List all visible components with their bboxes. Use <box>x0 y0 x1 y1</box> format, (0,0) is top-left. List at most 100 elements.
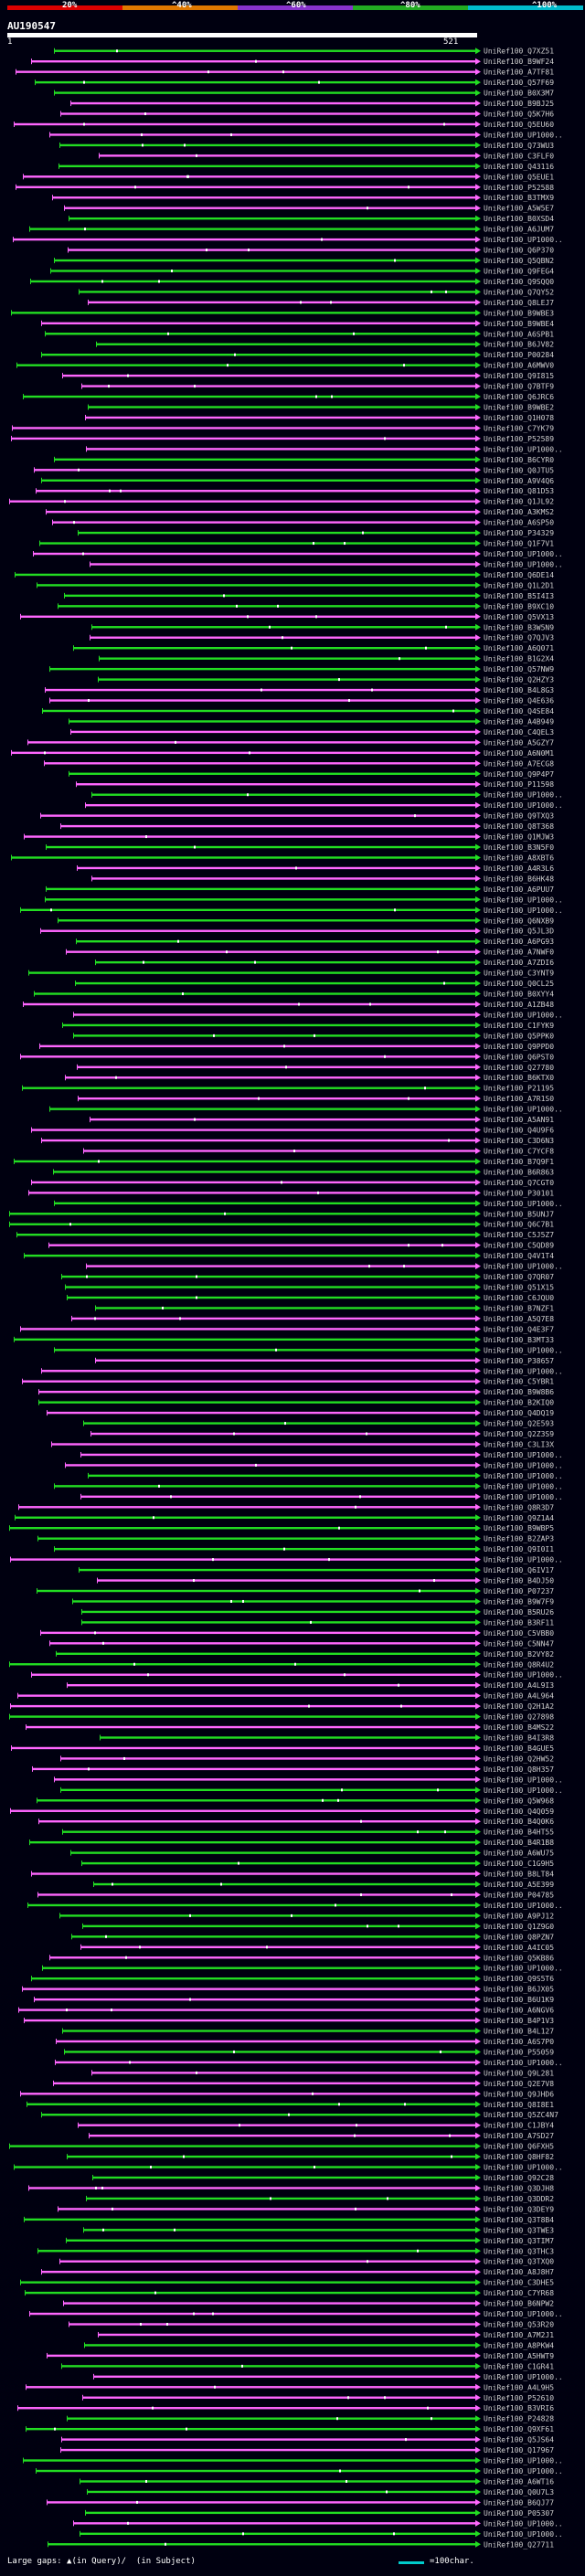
hit-bar[interactable] <box>78 2124 475 2126</box>
hit-bar[interactable] <box>24 2019 475 2022</box>
hit-bar[interactable] <box>88 301 475 304</box>
hit-label[interactable]: UniRef100_Q6NXB9 <box>484 917 554 925</box>
hit-label[interactable]: UniRef100_P11598 <box>484 780 554 789</box>
hit-bar[interactable] <box>22 1087 475 1089</box>
hit-bar[interactable] <box>73 647 475 650</box>
hit-label[interactable]: UniRef100_Q8I8E1 <box>484 2101 554 2109</box>
hit-bar[interactable] <box>49 1642 475 1645</box>
hit-bar[interactable] <box>44 762 475 765</box>
hit-bar[interactable] <box>54 458 475 461</box>
hit-bar[interactable] <box>62 1023 475 1027</box>
hit-label[interactable]: UniRef100_Q8PZN7 <box>484 1933 554 1941</box>
hit-label[interactable]: UniRef100_A5Q7E8 <box>484 1315 554 1323</box>
hit-label[interactable]: UniRef100_C7YK79 <box>484 424 554 432</box>
hit-label[interactable]: UniRef100_Q4E3F7 <box>484 1325 554 1333</box>
hit-bar[interactable] <box>84 2344 475 2347</box>
hit-bar[interactable] <box>37 2250 475 2253</box>
hit-label[interactable]: UniRef100_Q5VX13 <box>484 613 554 621</box>
hit-label[interactable]: UniRef100_Q9JHD6 <box>484 2090 554 2098</box>
hit-bar[interactable] <box>16 70 475 73</box>
hit-label[interactable]: UniRef100_Q1Z9G0 <box>484 1923 554 1931</box>
hit-label[interactable]: UniRef100_Q6PST0 <box>484 1053 554 1061</box>
hit-label[interactable]: UniRef100_A6JUM7 <box>484 226 554 234</box>
hit-label[interactable]: UniRef100_Q1H078 <box>484 414 554 422</box>
hit-bar[interactable] <box>86 2197 475 2200</box>
hit-label[interactable]: UniRef100_Q6DE14 <box>484 571 554 579</box>
hit-label[interactable]: UniRef100_Q8R3D7 <box>484 1503 554 1511</box>
hit-label[interactable]: UniRef100_C3DHE5 <box>484 2279 554 2287</box>
hit-label[interactable]: UniRef100_B4I3R8 <box>484 1734 554 1743</box>
hit-bar[interactable] <box>89 2134 475 2137</box>
hit-bar[interactable] <box>76 783 475 786</box>
hit-bar[interactable] <box>41 1370 475 1373</box>
hit-bar[interactable] <box>33 552 475 556</box>
hit-bar[interactable] <box>62 1830 475 1833</box>
hit-label[interactable]: UniRef100_A6WU75 <box>484 1850 554 1858</box>
hit-bar[interactable] <box>79 1568 475 1572</box>
hit-bar[interactable] <box>16 186 475 188</box>
hit-bar[interactable] <box>12 427 475 429</box>
hit-label[interactable]: UniRef100_UP1000.. <box>484 2164 563 2172</box>
hit-label[interactable]: UniRef100_B9W8B6 <box>484 1388 554 1396</box>
hit-bar[interactable] <box>99 154 475 157</box>
hit-label[interactable]: UniRef100_Q3TWE3 <box>484 2226 554 2234</box>
hit-bar[interactable] <box>10 1558 475 1561</box>
hit-label[interactable]: UniRef100_C5QD89 <box>484 1242 554 1250</box>
hit-label[interactable]: UniRef100_Q9I815 <box>484 372 554 380</box>
hit-label[interactable]: UniRef100_B9W7F9 <box>484 1597 554 1606</box>
hit-bar[interactable] <box>80 2480 475 2483</box>
hit-bar[interactable] <box>59 143 475 147</box>
hit-bar[interactable] <box>79 291 475 293</box>
hit-bar[interactable] <box>93 1882 475 1886</box>
hit-label[interactable]: UniRef100_Q51X15 <box>484 1284 554 1292</box>
hit-label[interactable]: UniRef100_B6CYR0 <box>484 456 554 464</box>
hit-label[interactable]: UniRef100_UP1000.. <box>484 445 563 453</box>
hit-label[interactable]: UniRef100_P24828 <box>484 2415 554 2423</box>
hit-label[interactable]: UniRef100_Q6JRC6 <box>484 393 554 401</box>
hit-label[interactable]: UniRef100_B6JV82 <box>484 341 554 349</box>
hit-bar[interactable] <box>49 133 475 136</box>
hit-label[interactable]: UniRef100_Q4E636 <box>484 697 554 705</box>
hit-label[interactable]: UniRef100_Q4DQ19 <box>484 1409 554 1417</box>
hit-label[interactable]: UniRef100_B5I4I3 <box>484 592 554 600</box>
hit-bar[interactable] <box>69 217 475 220</box>
hit-bar[interactable] <box>11 1746 475 1750</box>
hit-bar[interactable] <box>39 1044 475 1048</box>
hit-label[interactable]: UniRef100_C1FYK9 <box>484 1022 554 1030</box>
hit-bar[interactable] <box>27 741 475 744</box>
hit-bar[interactable] <box>78 1097 475 1100</box>
hit-bar[interactable] <box>66 950 475 953</box>
hit-bar[interactable] <box>53 1171 475 1173</box>
hit-bar[interactable] <box>70 101 475 105</box>
hit-bar[interactable] <box>81 1610 475 1614</box>
hit-bar[interactable] <box>64 2051 475 2053</box>
hit-bar[interactable] <box>54 49 475 52</box>
hit-bar[interactable] <box>98 2333 475 2337</box>
hit-bar[interactable] <box>60 1788 475 1792</box>
hit-bar[interactable] <box>34 992 475 995</box>
hit-bar[interactable] <box>27 1903 475 1907</box>
hit-label[interactable]: UniRef100_A8J8H7 <box>484 2268 554 2276</box>
hit-label[interactable]: UniRef100_B0XSD4 <box>484 215 554 223</box>
hit-bar[interactable] <box>87 2490 475 2494</box>
hit-label[interactable]: UniRef100_A7ECG8 <box>484 759 554 768</box>
hit-bar[interactable] <box>41 2270 475 2274</box>
hit-label[interactable]: UniRef100_Q8H357 <box>484 1765 554 1774</box>
hit-label[interactable]: UniRef100_Q9FEG4 <box>484 267 554 275</box>
hit-label[interactable]: UniRef100_UP1000.. <box>484 1451 563 1459</box>
hit-label[interactable]: UniRef100_UP1000.. <box>484 1786 563 1795</box>
hit-bar[interactable] <box>20 1055 475 1058</box>
hit-bar[interactable] <box>40 929 475 932</box>
hit-bar[interactable] <box>80 1495 475 1499</box>
hit-label[interactable]: UniRef100_A6PUU7 <box>484 885 554 894</box>
hit-bar[interactable] <box>14 1160 475 1163</box>
hit-label[interactable]: UniRef100_A5E399 <box>484 1881 554 1889</box>
hit-bar[interactable] <box>31 1673 475 1676</box>
hit-label[interactable]: UniRef100_A6N0M1 <box>484 749 554 758</box>
hit-bar[interactable] <box>20 908 475 912</box>
hit-label[interactable]: UniRef100_Q27780 <box>484 1064 554 1072</box>
hit-label[interactable]: UniRef100_Q4U9F6 <box>484 1127 554 1135</box>
hit-label[interactable]: UniRef100_A6Q071 <box>484 644 554 652</box>
hit-label[interactable]: UniRef100_UP1000.. <box>484 906 563 915</box>
hit-label[interactable]: UniRef100_Q7QY52 <box>484 288 554 296</box>
